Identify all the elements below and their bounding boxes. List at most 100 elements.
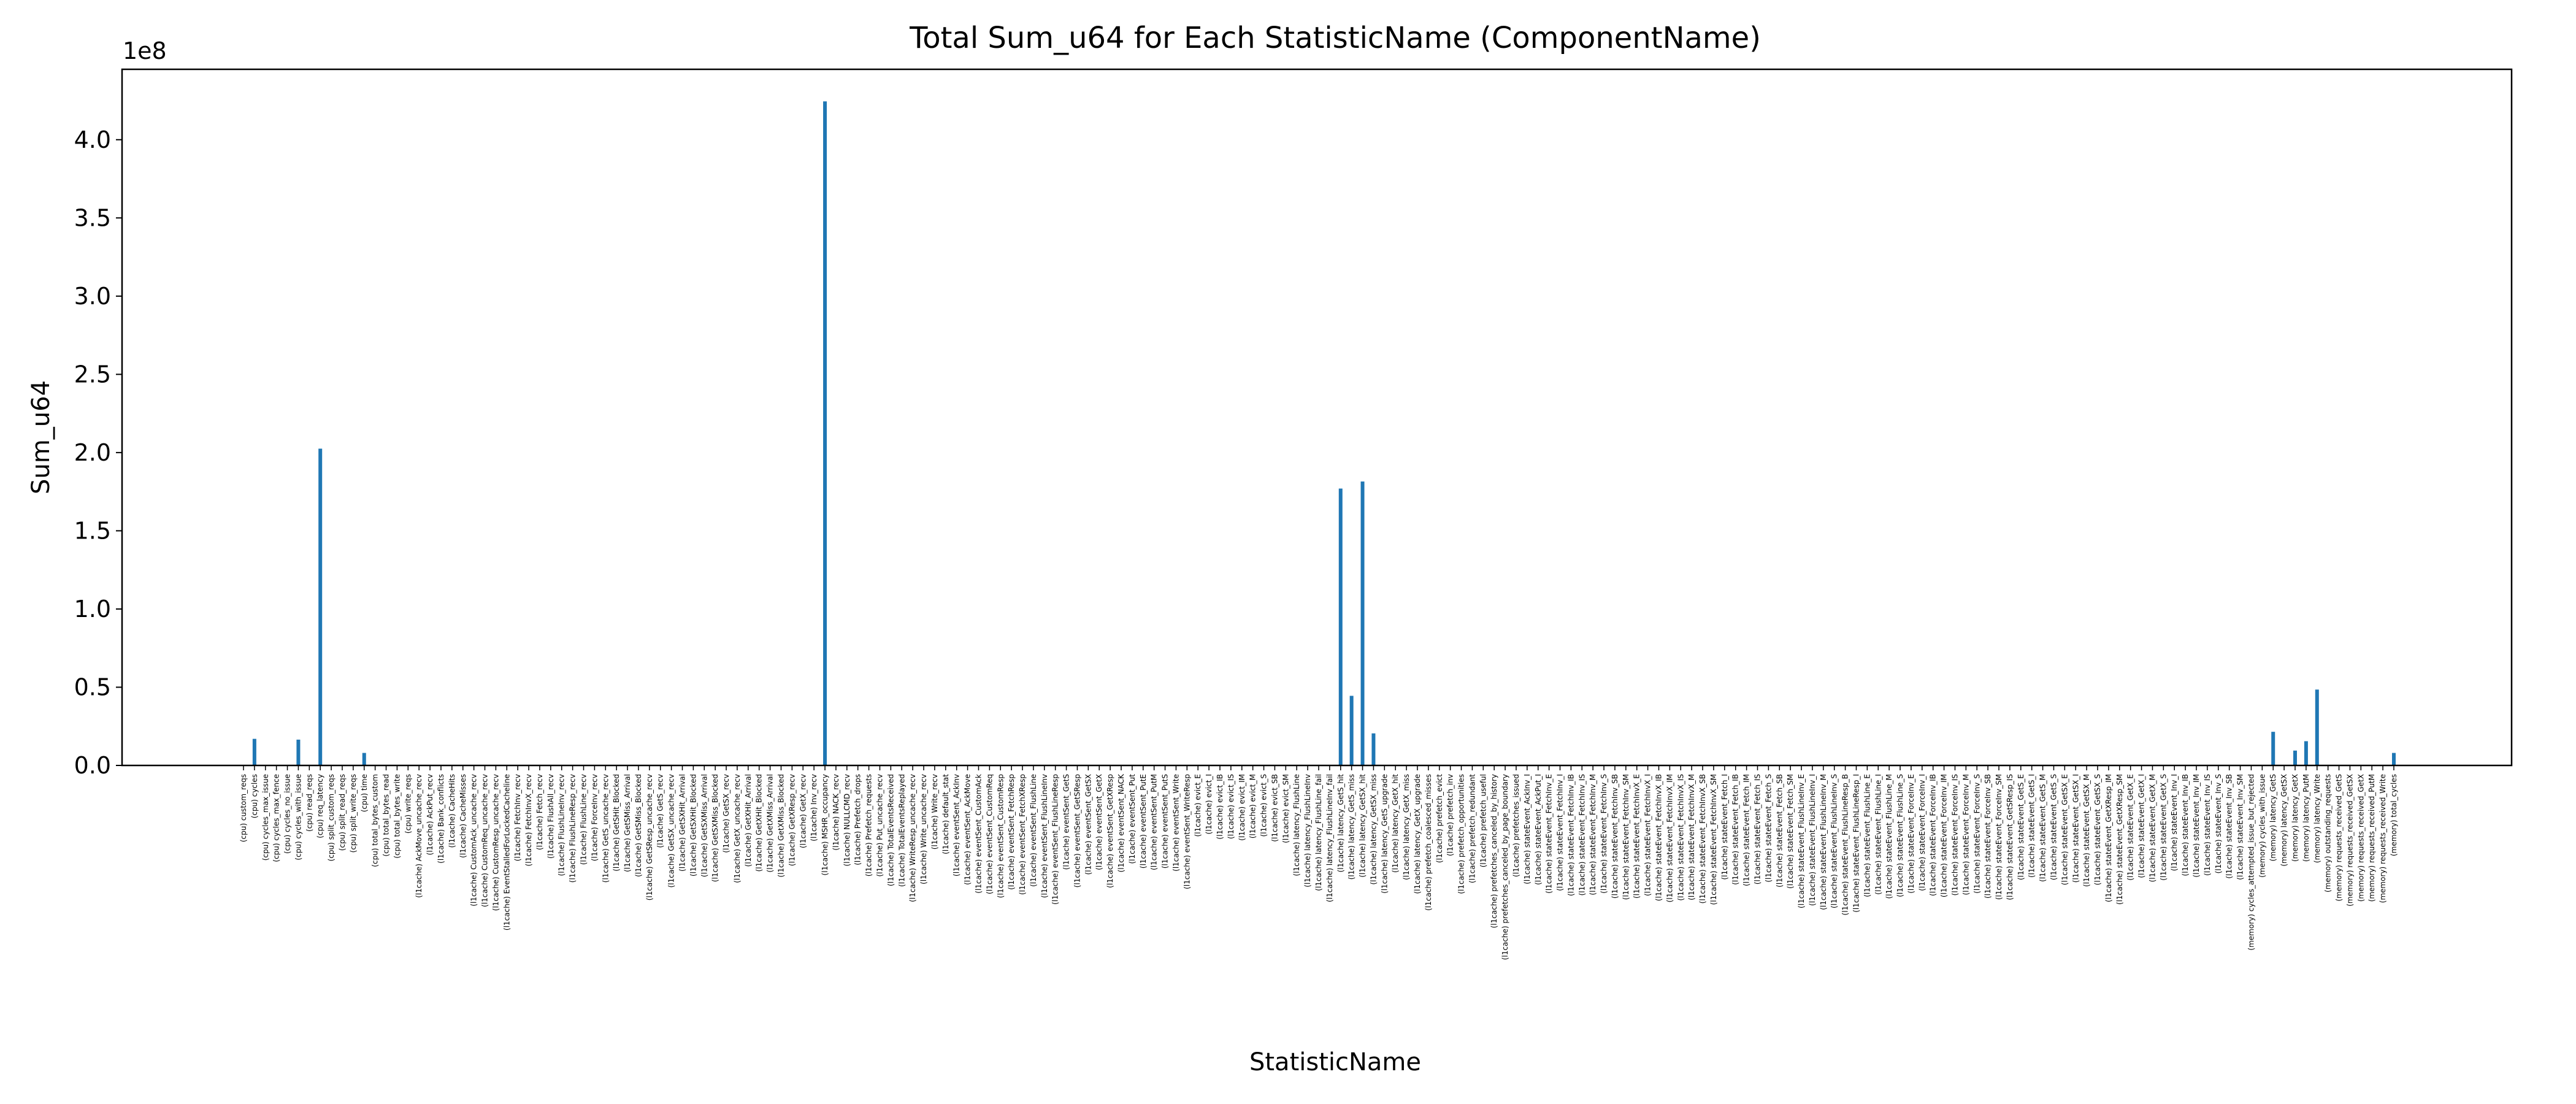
x-tick-label: (l1cache) stateEvent_FetchInv_I — [1556, 774, 1565, 891]
x-tick-label: (l1cache) Write_recv — [930, 774, 939, 849]
x-tick-label: (l1cache) FetchInvX_recv — [524, 774, 533, 866]
x-tick-label: (cpu) total_bytes_read — [382, 774, 391, 857]
x-tick-label: (l1cache) CacheMisses — [459, 774, 467, 858]
y-axis-label: Sum_u64 — [27, 380, 55, 494]
x-tick-label: (cpu) custom_reqs — [239, 774, 248, 842]
x-tick-label: (l1cache) latency_GetSX_miss — [1369, 774, 1378, 885]
x-tick-label: (memory) latency_GetX — [2291, 774, 2299, 862]
x-tick-label: (cpu) read_reqs — [305, 774, 313, 832]
x-tick-label: (l1cache) AckMove_uncache_recv — [415, 774, 423, 898]
x-tick-label: (l1cache) stateEvent_FetchInv_SM — [1622, 774, 1630, 900]
x-tick-label: (l1cache) evict_S — [1260, 774, 1268, 837]
x-tick-label: (l1cache) stateEvent_Inv_SB — [2225, 774, 2234, 879]
x-tick-label: (l1cache) stateEvent_Inv_IM — [2192, 774, 2201, 878]
x-tick-label: (l1cache) latency_FlushLineInv — [1303, 774, 1312, 887]
x-tick-label: (l1cache) Prefetch_drops — [854, 774, 862, 865]
bar — [252, 738, 256, 765]
x-tick-label: (l1cache) prefetches_issued — [1512, 774, 1520, 877]
x-tick-label: (l1cache) eventSent_NACK — [1117, 773, 1125, 873]
y-tick-label: 0.5 — [74, 673, 111, 700]
x-tick-label: (memory) latency_GetSX — [2280, 774, 2288, 867]
x-tick-label: (l1cache) eventSent_PutS — [1161, 774, 1170, 868]
x-tick-label: (l1cache) GetXHit_Blocked — [755, 774, 764, 872]
bar — [2271, 732, 2275, 765]
bar — [1360, 481, 1365, 765]
x-tick-label: (l1cache) stateEvent_FetchInvX_M — [1687, 774, 1696, 900]
bar — [1349, 696, 1354, 765]
x-tick-label: (l1cache) stateEvent_GetS_E — [2017, 774, 2025, 880]
x-tick-label: (l1cache) stateEvent_ForceInv_S — [1972, 774, 1981, 894]
x-tick-label: (l1cache) eventSent_FlushLineResp — [1051, 774, 1060, 905]
x-tick-label: (l1cache) GetXMiss_Arrival — [766, 774, 775, 872]
x-tick-label: (l1cache) FlushLineResp_recv — [569, 774, 577, 883]
x-tick-label: (l1cache) stateEvent_GetSX_M — [2082, 774, 2091, 887]
bar — [823, 101, 827, 765]
x-tick-label: (memory) requests_received_PutM — [2367, 774, 2376, 902]
x-tick-label: (l1cache) GetSMiss_Blocked — [634, 774, 643, 877]
x-tick-label: (l1cache) stateEvent_FlushLineInv_E — [1797, 774, 1806, 908]
x-tick-label: (l1cache) stateEvent_GetX_I — [2137, 774, 2146, 878]
x-tick-label: (l1cache) eventSent_FetchResp — [1007, 774, 1016, 890]
x-tick-label: (l1cache) stateEvent_FlushLine_I — [1874, 774, 1882, 895]
x-tick-label: (l1cache) eventSent_GetX — [1095, 774, 1103, 870]
bar — [1371, 733, 1376, 765]
x-tick-label: (cpu) cycles — [250, 774, 259, 818]
x-tick-label: (l1cache) prefetch_coalesced_misses — [1424, 774, 1433, 911]
x-tick-label: (l1cache) evict_E — [1194, 774, 1202, 837]
x-tick-label: (l1cache) stateEvent_FetchInv_S — [1600, 774, 1608, 894]
x-tick-label: (memory) outstanding_requests — [2324, 774, 2333, 892]
x-tick-label: (l1cache) AckPut_recv — [426, 774, 434, 855]
bar — [296, 739, 301, 765]
x-tick-label: (l1cache) stateEvent_ForceInv_M — [1961, 774, 1970, 895]
x-tick-label: (l1cache) GetSXHit_Arrival — [678, 774, 687, 872]
x-tick-label: (l1cache) prefetches_canceled_by_history — [1490, 774, 1498, 928]
x-tick-label: (l1cache) eventSent_CustomReq — [985, 774, 994, 894]
x-tick-label: (l1cache) FlushLine_recv — [580, 774, 588, 865]
x-tick-label: (memory) latency_Write — [2313, 774, 2321, 863]
chart-title: Total Sum_u64 for Each StatisticName (Co… — [909, 21, 1761, 55]
x-tick-label: (l1cache) TotalEventsReplayed — [897, 774, 906, 887]
x-tick-label: (l1cache) stateEvent_FlushLine_E — [1863, 774, 1871, 897]
x-tick-label: (cpu) split_custom_reqs — [327, 774, 335, 861]
x-tick-label: (l1cache) Bank_conflicts — [437, 774, 445, 864]
x-tick-label: (l1cache) eventSent_Put — [1128, 774, 1137, 864]
x-tick-label: (l1cache) FlushLineInv_recv — [558, 774, 566, 876]
x-tick-label: (l1cache) NACK_recv — [832, 774, 840, 851]
x-tick-label: (l1cache) stateEvent_Inv_SM — [2236, 774, 2245, 880]
y-tick-label: 1.5 — [74, 517, 111, 544]
x-tick-label: (l1cache) Inv_recv — [810, 774, 818, 841]
x-tick-label: (l1cache) stateEvent_Fetch_I — [1720, 774, 1729, 880]
x-tick-label: (l1cache) GetX_uncache_recv — [733, 774, 742, 883]
x-tick-label: (l1cache) GetSResp_uncache_recv — [645, 774, 654, 900]
x-tick-label: (memory) cycles_with_issue — [2258, 774, 2266, 878]
x-tick-label: (l1cache) stateEvent_GetX_S — [2159, 774, 2168, 881]
x-tick-label: (cpu) cycles_with_issue — [294, 774, 302, 861]
x-tick-label: (l1cache) MSHR_occupancy — [821, 774, 829, 875]
x-tick-label: (memory) latency_GetS — [2269, 774, 2277, 861]
x-tick-label: (l1cache) Fetch_recv — [535, 774, 544, 850]
x-tick-label: (l1cache) eventSent_GetSResp — [1073, 774, 1081, 887]
x-tick-label: (l1cache) stateEvent_FetchInv_SB — [1611, 774, 1619, 899]
x-tick-label: (l1cache) GetSX_uncache_recv — [667, 774, 676, 887]
x-tick-label: (l1cache) CustomAck_uncache_recv — [470, 774, 478, 907]
x-tick-label: (l1cache) latency_GetS_miss — [1347, 774, 1356, 880]
x-tick-label: (l1cache) stateEvent_Fetch_S — [1764, 774, 1773, 883]
x-tick-label: (l1cache) stateEvent_GetS_S — [2049, 774, 2058, 880]
x-tick-label: (l1cache) prefetch_redundant — [1468, 774, 1476, 883]
x-tick-label: (l1cache) CacheHits — [448, 774, 456, 848]
y-tick-label: 3.0 — [74, 283, 111, 310]
x-tick-label: (cpu) split_read_reqs — [338, 774, 347, 851]
x-tick-label: (l1cache) GetXHit_Arrival — [744, 774, 753, 867]
x-tick-label: (l1cache) stateEvent_FetchInv_IS — [1577, 774, 1586, 895]
x-tick-label: (memory) requests_received_GetSX — [2345, 774, 2354, 907]
x-tick-label: (l1cache) latency_GetX_upgrade — [1413, 774, 1422, 894]
x-tick-label: (l1cache) stateEvent_GetS_M — [2039, 774, 2047, 882]
x-tick-label: (l1cache) latency_GetS_hit — [1336, 774, 1345, 873]
x-tick-label: (l1cache) eventSent_GetS — [1062, 774, 1071, 870]
x-tick-label: (l1cache) eventSent_WriteResp — [1183, 774, 1191, 889]
bar — [2392, 753, 2396, 765]
x-tick-label: (l1cache) Prefetch_requests — [865, 774, 873, 876]
x-tick-label: (cpu) cycles_no_issue — [283, 774, 292, 854]
x-tick-label: (l1cache) eventSent_GetSX — [1084, 774, 1092, 875]
